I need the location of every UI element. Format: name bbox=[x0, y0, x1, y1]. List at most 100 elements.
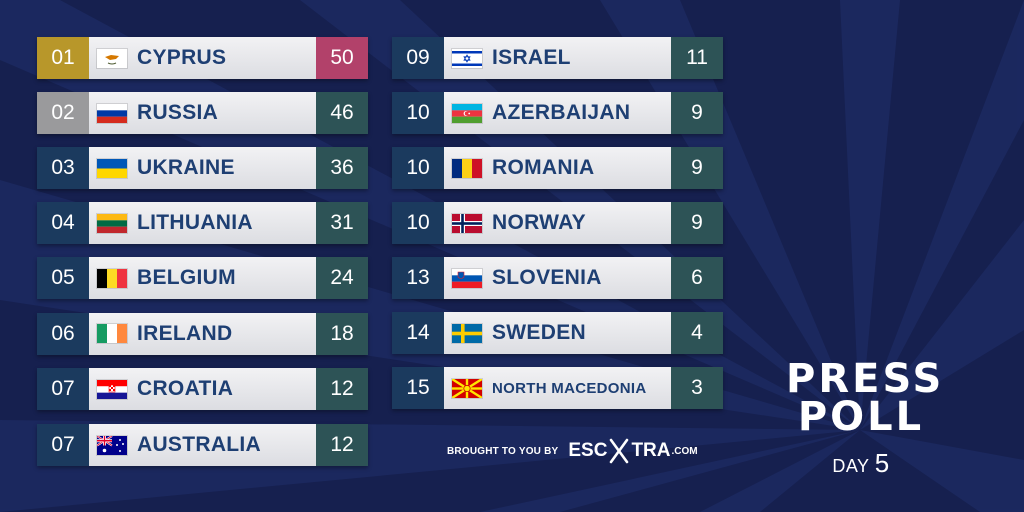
rank-cell: 15 bbox=[392, 367, 444, 409]
cyprus-flag-icon bbox=[97, 48, 127, 68]
sponsor-label: BROUGHT TO YOU BY bbox=[447, 445, 559, 457]
points-cell: 36 bbox=[316, 147, 368, 189]
country-cell: LITHUANIA bbox=[89, 202, 316, 244]
australia-flag-icon bbox=[97, 435, 127, 455]
sweden-flag-icon bbox=[452, 323, 482, 343]
lithuania-flag-icon bbox=[97, 213, 127, 233]
azerbaijan-flag-icon bbox=[452, 103, 482, 123]
rank-cell: 10 bbox=[392, 92, 444, 134]
country-name: NORTH MACEDONIA bbox=[492, 379, 647, 397]
country-name: BELGIUM bbox=[137, 266, 236, 289]
rank-cell: 13 bbox=[392, 257, 444, 299]
country-name: SWEDEN bbox=[492, 321, 586, 344]
rank-cell: 03 bbox=[37, 147, 89, 189]
country-name: SLOVENIA bbox=[492, 266, 602, 289]
points-cell: 12 bbox=[316, 368, 368, 411]
standing-row-croatia: 07 CROATIA 12 bbox=[37, 368, 368, 411]
rank-cell: 07 bbox=[37, 368, 89, 411]
country-cell: CROATIA bbox=[89, 368, 316, 411]
rank-cell: 09 bbox=[392, 37, 444, 79]
standing-row-north-macedonia: 15 NORTH MACEDONIA 3 bbox=[392, 367, 723, 409]
logo-text-left: ESC bbox=[568, 440, 608, 461]
points-cell: 11 bbox=[671, 37, 723, 79]
logo-suffix: .COM bbox=[671, 445, 698, 457]
country-cell: RUSSIA bbox=[89, 92, 316, 134]
logo-x-mark-icon bbox=[610, 438, 629, 464]
country-name: UKRAINE bbox=[137, 156, 235, 179]
standing-row-ukraine: 03 UKRAINE 36 bbox=[37, 147, 368, 189]
country-cell: NORWAY bbox=[444, 202, 671, 244]
country-cell: UKRAINE bbox=[89, 147, 316, 189]
day-indicator: DAY 5 bbox=[786, 448, 936, 479]
points-cell: 31 bbox=[316, 202, 368, 244]
country-cell: ISRAEL bbox=[444, 37, 671, 79]
romania-flag-icon bbox=[452, 158, 482, 178]
country-name: LITHUANIA bbox=[137, 211, 253, 234]
rank-cell: 01 bbox=[37, 37, 89, 79]
ireland-flag-icon bbox=[97, 324, 127, 344]
points-cell: 24 bbox=[316, 257, 368, 299]
standing-row-israel: 09 ISRAEL 11 bbox=[392, 37, 723, 79]
rank-cell: 04 bbox=[37, 202, 89, 244]
country-name: AUSTRALIA bbox=[137, 433, 262, 457]
country-cell: AZERBAIJAN bbox=[444, 92, 671, 134]
croatia-flag-icon bbox=[97, 379, 127, 399]
day-number: 5 bbox=[874, 448, 890, 478]
day-label: DAY bbox=[832, 456, 870, 476]
country-cell: IRELAND bbox=[89, 312, 316, 355]
standing-row-russia: 02 RUSSIA 46 bbox=[37, 92, 368, 134]
points-cell: 12 bbox=[316, 424, 368, 467]
ukraine-flag-icon bbox=[97, 158, 127, 178]
standing-row-lithuania: 04 LITHUANIA 31 bbox=[37, 202, 368, 244]
points-cell: 4 bbox=[671, 312, 723, 354]
norway-flag-icon bbox=[452, 213, 482, 233]
title-line-poll: POLL bbox=[797, 394, 925, 440]
israel-flag-icon bbox=[452, 48, 482, 68]
standing-row-slovenia: 13 SLOVENIA 6 bbox=[392, 257, 723, 299]
country-cell: AUSTRALIA bbox=[89, 424, 316, 467]
standing-row-belgium: 05 BELGIUM 24 bbox=[37, 257, 368, 299]
country-name: NORWAY bbox=[492, 211, 586, 234]
russia-flag-icon bbox=[97, 103, 127, 123]
standing-row-azerbaijan: 10 AZERBAIJAN 9 bbox=[392, 92, 723, 134]
points-cell: 9 bbox=[671, 147, 723, 189]
points-cell: 18 bbox=[316, 312, 368, 355]
country-name: ROMANIA bbox=[492, 156, 595, 179]
country-name: ISRAEL bbox=[492, 46, 571, 69]
country-name: RUSSIA bbox=[137, 101, 219, 124]
belgium-flag-icon bbox=[97, 268, 127, 288]
country-cell: CYPRUS bbox=[89, 37, 316, 79]
standing-row-cyprus: 01 CYPRUS 50 bbox=[37, 37, 368, 79]
rank-cell: 14 bbox=[392, 312, 444, 354]
country-cell: SWEDEN bbox=[444, 312, 671, 354]
logo-text-right: TRA bbox=[631, 440, 671, 461]
points-cell: 6 bbox=[671, 257, 723, 299]
country-name: AZERBAIJAN bbox=[492, 101, 631, 124]
rank-cell: 10 bbox=[392, 202, 444, 244]
points-cell: 9 bbox=[671, 202, 723, 244]
country-name: CROATIA bbox=[137, 377, 234, 401]
rank-cell: 10 bbox=[392, 147, 444, 189]
standing-row-norway: 10 NORWAY 9 bbox=[392, 202, 723, 244]
country-name: IRELAND bbox=[137, 321, 233, 345]
points-cell: 9 bbox=[671, 92, 723, 134]
country-cell: SLOVENIA bbox=[444, 257, 671, 299]
north-macedonia-flag-icon bbox=[452, 378, 482, 398]
points-cell: 3 bbox=[671, 367, 723, 409]
standing-row-romania: 10 ROMANIA 9 bbox=[392, 147, 723, 189]
standing-row-ireland: 06 IRELAND 18 bbox=[37, 312, 368, 355]
standing-row-australia: 07 AUSTRALIA 12 bbox=[37, 424, 368, 467]
rank-cell: 06 bbox=[37, 312, 89, 355]
points-cell: 50 bbox=[316, 37, 368, 79]
slovenia-flag-icon bbox=[452, 268, 482, 288]
rank-cell: 05 bbox=[37, 257, 89, 299]
escxtra-logo: ESC TRA .COM bbox=[568, 438, 698, 464]
country-cell: BELGIUM bbox=[89, 257, 316, 299]
rank-cell: 02 bbox=[37, 92, 89, 134]
country-cell: NORTH MACEDONIA bbox=[444, 367, 671, 409]
country-name: CYPRUS bbox=[137, 46, 227, 69]
title-line-press: PRESS bbox=[786, 356, 945, 402]
right-standings-column: 09 ISRAEL 11 10 AZERBAIJAN 9 10 ROMANIA … bbox=[392, 37, 723, 422]
country-cell: ROMANIA bbox=[444, 147, 671, 189]
press-poll-title-block: PRESS POLL DAY 5 bbox=[786, 356, 945, 479]
